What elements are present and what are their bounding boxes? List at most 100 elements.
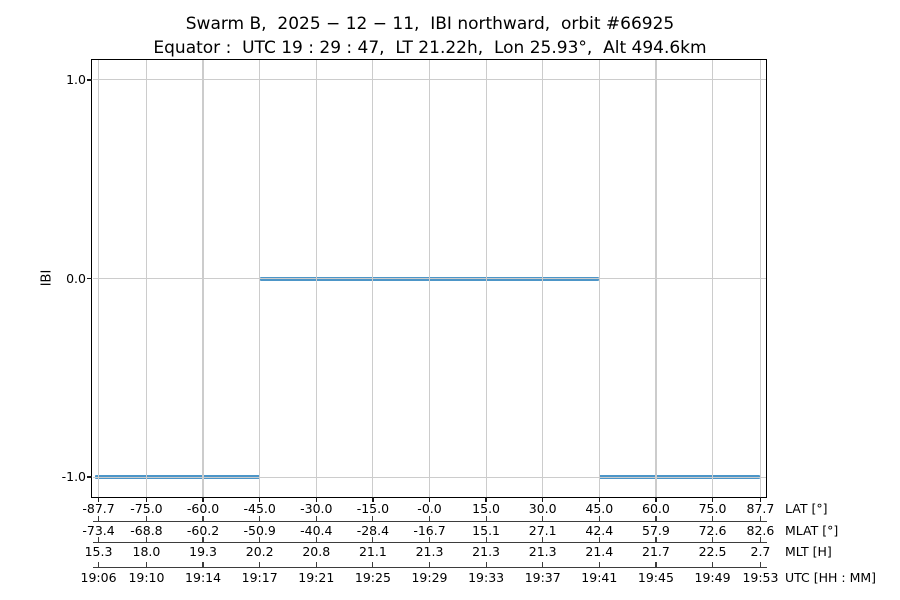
axis-tick-utc xyxy=(759,561,762,567)
axis-tick-utc xyxy=(145,561,148,567)
tick-label-mlt: 21.7 xyxy=(642,544,670,559)
axis-tick-utc xyxy=(372,561,374,567)
x-axis-tick xyxy=(428,497,431,502)
tick-label-lat: -45.0 xyxy=(243,500,276,516)
tick-label-mlt: 21.3 xyxy=(528,544,557,559)
tick-label-lat: 30.0 xyxy=(528,500,557,516)
axis-tick-utc xyxy=(485,561,487,567)
axis-tick-mlat xyxy=(315,515,317,521)
tick-label-utc: 19:21 xyxy=(298,569,335,585)
tick-label-utc: 19:29 xyxy=(411,569,448,585)
x-axis-tick xyxy=(711,497,714,502)
axis-tick-mlat xyxy=(711,515,714,521)
axis-tick-mlat xyxy=(598,515,600,521)
tick-label-lat: 45.0 xyxy=(585,500,614,516)
tick-label-mlt: 18.0 xyxy=(132,544,161,559)
axis-tick-mlat xyxy=(97,515,100,521)
tick-label-utc: 19:53 xyxy=(742,569,779,585)
tick-label-mlat: 72.6 xyxy=(698,522,727,538)
axis-tick-utc xyxy=(711,561,714,567)
axis-tick-utc xyxy=(598,561,600,567)
axis-tick-mlat xyxy=(542,515,544,521)
axis-spine-mlt xyxy=(92,541,767,543)
axis-tick-mlt xyxy=(485,536,487,542)
axis-spine-mlat xyxy=(92,520,767,522)
axis-tick-mlat xyxy=(428,515,431,521)
tick-label-mlt: 21.1 xyxy=(358,544,387,559)
plot-box-border xyxy=(91,58,768,498)
axis-tick-mlt xyxy=(655,536,657,542)
tick-label-utc: 19:37 xyxy=(524,569,561,585)
tick-label-mlat: 27.1 xyxy=(528,522,557,538)
axis-tick-mlat xyxy=(485,515,487,521)
chart-subtitle: Equator : UTC 19 : 29 : 47, LT 21.22h, L… xyxy=(153,38,707,58)
axis-tick-mlt xyxy=(315,536,317,542)
tick-label-mlt: 21.4 xyxy=(585,544,614,559)
tick-label-mlat: -50.9 xyxy=(243,522,276,538)
tick-label-lat: 75.0 xyxy=(698,500,727,516)
tick-label-lat: 15.0 xyxy=(472,500,501,516)
axis-tick-mlat xyxy=(372,515,374,521)
axis-tick-mlt xyxy=(542,536,544,542)
y-axis-tick xyxy=(86,277,92,280)
y-axis-tick xyxy=(86,79,92,81)
tick-label-utc: 19:17 xyxy=(241,569,278,585)
y-axis-tick xyxy=(86,476,92,478)
tick-label-utc: 19:14 xyxy=(185,569,222,585)
tick-label-mlat: 15.1 xyxy=(472,522,501,538)
tick-label-mlat: 42.4 xyxy=(585,522,614,538)
tick-label-utc: 19:10 xyxy=(128,569,165,585)
tick-label-lat: 87.7 xyxy=(746,500,775,516)
axis-tick-utc xyxy=(259,561,261,567)
grid-line-horizontal xyxy=(92,476,767,478)
axis-row-label-utc: UTC [HH : MM] xyxy=(785,569,877,585)
x-axis-tick xyxy=(145,497,148,502)
tick-label-lat: -75.0 xyxy=(130,500,163,516)
axis-tick-mlt xyxy=(372,536,374,542)
axis-tick-utc xyxy=(655,561,657,567)
x-axis-tick xyxy=(97,497,100,502)
tick-label-mlat: -16.7 xyxy=(413,522,446,538)
axis-tick-mlt xyxy=(711,536,714,542)
x-axis-tick xyxy=(542,497,544,502)
axis-tick-mlt xyxy=(97,536,100,542)
axis-tick-utc xyxy=(428,561,431,567)
tick-label-mlt: 22.5 xyxy=(698,544,727,559)
axis-tick-utc xyxy=(202,561,204,567)
y-tick-label: 1.0 xyxy=(66,71,86,87)
tick-label-mlat: 57.9 xyxy=(642,522,670,538)
axis-tick-mlat xyxy=(145,515,148,521)
tick-label-utc: 19:33 xyxy=(468,569,505,585)
tick-label-utc: 19:49 xyxy=(694,569,731,585)
axis-row-label-lat: LAT [°] xyxy=(785,500,828,516)
tick-label-mlt: 20.8 xyxy=(302,544,331,559)
x-axis-tick xyxy=(315,497,317,502)
tick-label-utc: 19:45 xyxy=(637,569,674,585)
tick-label-mlat: 82.6 xyxy=(746,522,775,538)
x-axis-tick xyxy=(598,497,600,502)
axis-tick-mlat xyxy=(759,515,762,521)
x-axis-tick xyxy=(259,497,261,502)
chart-title: Swarm B, 2025 − 12 − 11, IBI northward, … xyxy=(185,14,675,34)
tick-label-mlt: 20.2 xyxy=(245,544,274,559)
axis-tick-mlat xyxy=(655,515,657,521)
tick-label-mlat: -60.2 xyxy=(186,522,220,538)
axis-tick-utc xyxy=(97,561,100,567)
axis-row-label-mlat: MLAT [°] xyxy=(785,522,839,538)
tick-label-mlat: -68.8 xyxy=(130,522,163,538)
tick-label-lat: -30.0 xyxy=(300,500,333,516)
axis-row-label-mlt: MLT [H] xyxy=(785,544,832,559)
axis-tick-mlat xyxy=(259,515,261,521)
tick-label-lat: 60.0 xyxy=(642,500,670,516)
tick-label-mlt: 15.3 xyxy=(84,544,113,559)
grid-line-horizontal xyxy=(92,79,767,81)
axis-tick-mlt xyxy=(759,536,762,542)
tick-label-mlat: -40.4 xyxy=(300,522,333,538)
x-axis-tick xyxy=(655,497,657,502)
tick-label-mlat: -28.4 xyxy=(356,522,390,538)
tick-label-mlt: 2.7 xyxy=(750,544,771,559)
tick-label-lat: -87.7 xyxy=(82,500,115,516)
axis-tick-utc xyxy=(542,561,544,567)
x-axis-tick xyxy=(202,497,204,502)
